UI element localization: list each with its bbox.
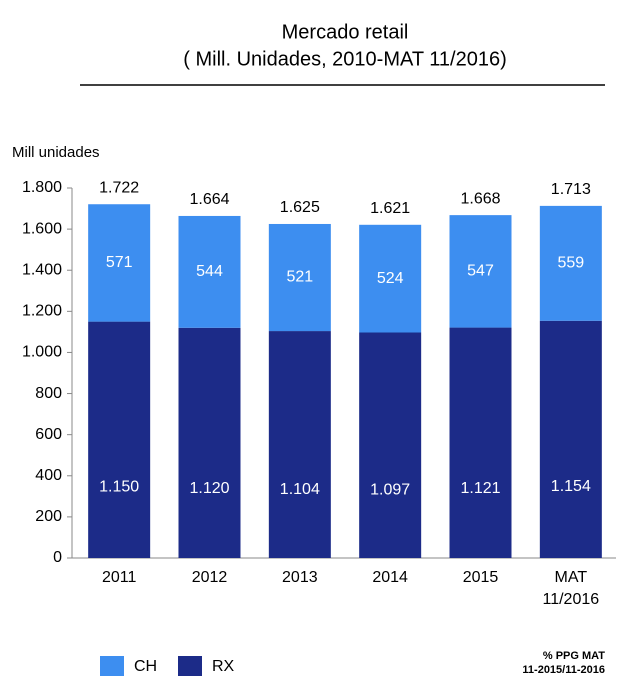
legend-swatch xyxy=(100,656,124,676)
bar-segment xyxy=(178,327,241,558)
y-tick-label: 1.800 xyxy=(22,179,62,196)
x-tick-label: 2011 xyxy=(101,569,137,586)
bar-segment xyxy=(449,327,512,558)
value-label: 547 xyxy=(467,263,494,280)
y-tick-label: 200 xyxy=(35,508,62,525)
value-label: 1.097 xyxy=(370,482,410,499)
total-label: 1.668 xyxy=(460,190,500,207)
value-label: 524 xyxy=(377,270,404,287)
legend-swatch xyxy=(178,656,202,676)
value-label: 1.150 xyxy=(99,478,139,495)
total-label: 1.625 xyxy=(280,199,320,216)
chart-subtitle: ( Mill. Unidades, 2010-MAT 11/2016) xyxy=(183,48,507,70)
value-label: 521 xyxy=(286,269,313,286)
x-tick-label: MAT 11/2016 xyxy=(542,569,600,608)
bar-segment xyxy=(359,224,422,333)
bar-segment xyxy=(268,223,331,332)
y-tick-label: 1.200 xyxy=(22,303,62,320)
note: 11-2015/11-2016 xyxy=(522,664,605,676)
value-label: 559 xyxy=(557,255,584,272)
y-tick-label: 400 xyxy=(35,467,62,484)
bar-segment xyxy=(539,205,602,321)
value-label: 1.154 xyxy=(551,478,591,495)
value-label: 571 xyxy=(106,254,133,271)
total-label: 1.713 xyxy=(551,181,591,198)
legend-label: CH xyxy=(134,658,157,675)
y-tick-label: 600 xyxy=(35,426,62,443)
x-tick-label: 2012 xyxy=(191,569,228,586)
y-tick-label: 800 xyxy=(35,385,62,402)
bar-segment xyxy=(268,331,331,558)
x-tick-label: 2013 xyxy=(282,569,318,586)
y-tick-label: 1.000 xyxy=(22,344,62,361)
bar-segment xyxy=(539,320,602,558)
total-label: 1.621 xyxy=(370,200,410,217)
y-tick-label: 0 xyxy=(53,549,62,566)
x-tick-label: 2014 xyxy=(372,569,408,586)
bar-segment xyxy=(449,215,512,328)
bar-segment xyxy=(88,204,151,322)
bar-segment xyxy=(178,215,241,328)
chart-title: Mercado retail xyxy=(282,21,409,43)
legend-label: RX xyxy=(212,658,235,675)
y-tick-label: 1.600 xyxy=(22,220,62,237)
total-label: 1.722 xyxy=(99,179,139,196)
x-tick-label: 2015 xyxy=(462,569,499,586)
value-label: 1.121 xyxy=(460,480,500,497)
y-tick-label: 1.400 xyxy=(22,261,62,278)
value-label: 544 xyxy=(196,263,223,280)
y-axis-label: Mill unidades xyxy=(12,144,100,161)
note: % PPG MAT xyxy=(543,650,605,662)
value-label: 1.104 xyxy=(280,481,320,498)
bar-segment xyxy=(359,332,422,558)
value-label: 1.120 xyxy=(189,480,229,497)
bar-segment xyxy=(88,321,151,558)
total-label: 1.664 xyxy=(189,191,229,208)
